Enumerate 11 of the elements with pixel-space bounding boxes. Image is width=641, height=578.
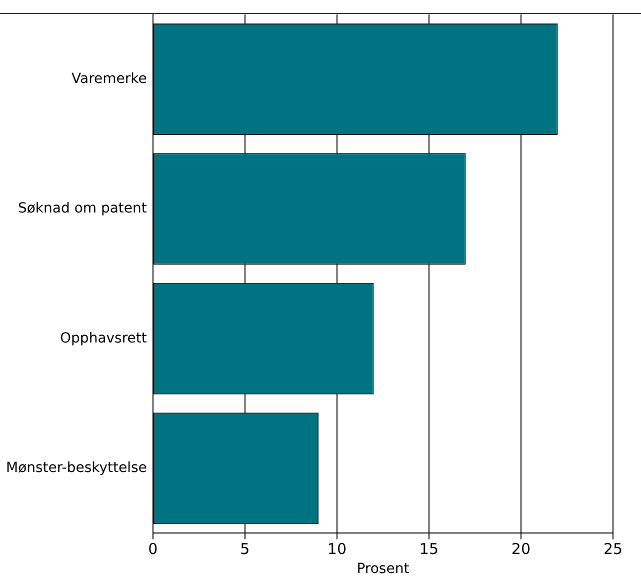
y-tick-label: Mønster-beskyttelse [6, 460, 147, 476]
x-axis-title: Prosent [356, 561, 410, 578]
x-tick-label: 25 [603, 540, 623, 558]
x-tick-label: 0 [148, 540, 158, 558]
y-tick-label: Varemerke [72, 70, 147, 87]
x-tick-label: 10 [327, 540, 346, 558]
x-tick-label: 20 [511, 540, 531, 558]
x-tick-label: 15 [419, 540, 439, 558]
y-tick-label: Opphavsrett [60, 330, 148, 346]
y-tick-label: Søknad om patent [18, 200, 148, 217]
x-tick-label: 5 [240, 540, 250, 558]
